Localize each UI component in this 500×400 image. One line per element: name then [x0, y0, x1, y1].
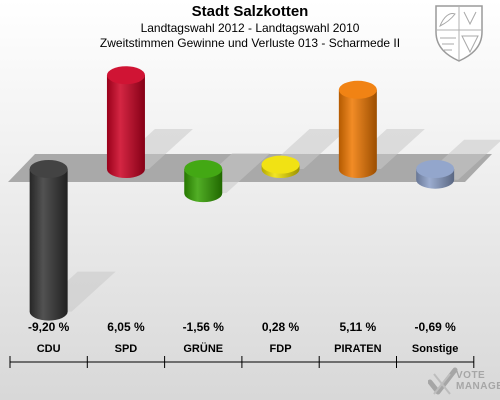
bar-body: [338, 89, 377, 178]
watermark-line-2: MANAGER: [456, 381, 500, 392]
bar-gr-ne: [184, 153, 271, 203]
chart-description: Zweitstimmen Gewinne und Verluste 013 - …: [99, 36, 401, 50]
bar-fdp: [261, 129, 348, 178]
bar-top-cap: [106, 66, 145, 85]
bar-top-cap: [338, 80, 377, 99]
bar-top-cap: [184, 160, 223, 178]
bar-body: [184, 169, 223, 203]
value-label: -0,69 %: [414, 320, 456, 334]
value-label: -1,56 %: [183, 320, 225, 334]
value-label: 5,11 %: [339, 320, 376, 334]
bar-cdu: [29, 160, 116, 321]
value-label: 0,28 %: [262, 320, 300, 334]
vote-manager-logo-icon: [428, 367, 458, 395]
category-label: Sonstige: [412, 343, 458, 355]
value-label: -9,20 %: [28, 320, 70, 334]
category-label: FDP: [270, 343, 292, 355]
bar-piraten: [338, 80, 425, 178]
vote-manager-logo-text: VOTE MANAGER: [456, 370, 500, 392]
bar-top-cap: [416, 160, 455, 178]
bar-spd: [106, 66, 193, 178]
coat-of-arms-icon: [435, 5, 483, 62]
category-label: SPD: [115, 343, 138, 355]
category-label: GRÜNE: [183, 342, 223, 355]
watermark-line-1: VOTE: [456, 370, 486, 381]
bar-top-cap: [261, 155, 300, 174]
chart-subtitle: Landtagswahl 2012 - Landtagswahl 2010: [140, 21, 360, 35]
bar-sonstige: [416, 139, 500, 189]
category-label: PIRATEN: [334, 343, 382, 355]
value-label: 6,05 %: [107, 320, 145, 334]
chart-title: Stadt Salzkotten: [191, 3, 309, 20]
bar-body: [29, 169, 68, 321]
category-label: CDU: [37, 343, 61, 355]
bar-body: [106, 75, 145, 178]
bar-top-cap: [29, 160, 68, 178]
